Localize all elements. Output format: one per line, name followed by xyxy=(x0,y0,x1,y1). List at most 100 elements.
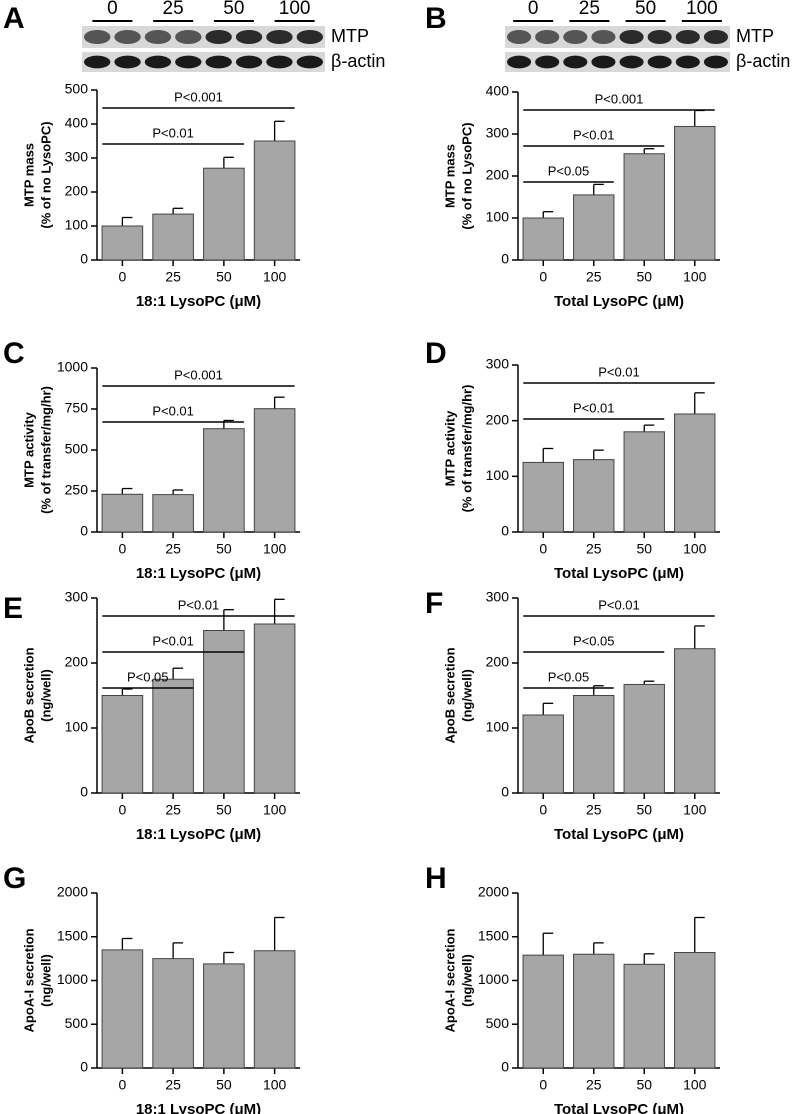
blot-band xyxy=(144,55,172,69)
x-tick-label: 0 xyxy=(118,802,126,818)
x-tick-label: 50 xyxy=(636,1077,652,1093)
y-tick-label: 0 xyxy=(80,523,88,539)
x-tick-label: 0 xyxy=(539,802,547,818)
y-tick-label: 200 xyxy=(486,654,510,670)
y-tick-label: 2000 xyxy=(57,884,88,900)
significance-label: P<0.01 xyxy=(152,125,194,140)
bar xyxy=(203,428,245,533)
blot-strip xyxy=(505,52,730,72)
blot-band xyxy=(205,55,232,69)
bar xyxy=(573,695,615,794)
y-tick-label: 300 xyxy=(486,356,510,372)
x-tick-label: 0 xyxy=(539,541,547,557)
significance-label: P<0.01 xyxy=(152,633,194,648)
significance-label: P<0.001 xyxy=(174,367,223,382)
x-tick-label: 100 xyxy=(683,802,707,818)
y-axis-label: (% of no LysoPC) xyxy=(38,121,53,228)
x-tick-label: 50 xyxy=(636,802,652,818)
significance-label: P<0.001 xyxy=(174,89,223,104)
blot-band xyxy=(703,55,728,69)
y-axis-label: ApoA-I secretion xyxy=(21,928,36,1032)
significance-label: P<0.05 xyxy=(127,669,169,684)
panel-letter: G xyxy=(3,862,26,895)
bar xyxy=(623,963,665,1069)
blot-strip xyxy=(82,26,325,48)
bar xyxy=(101,695,144,794)
y-tick-label: 400 xyxy=(486,83,510,99)
panel-letter: F xyxy=(425,587,443,620)
y-tick-label: 1500 xyxy=(57,927,88,943)
y-tick-label: 0 xyxy=(501,251,509,267)
lane-label: 0 xyxy=(107,0,118,19)
bar xyxy=(674,413,716,533)
blot-band xyxy=(507,29,532,45)
x-tick-label: 100 xyxy=(263,802,287,818)
y-tick-label: 250 xyxy=(65,482,89,498)
panel-letter: A xyxy=(3,2,25,35)
y-tick-label: 400 xyxy=(65,115,89,131)
y-tick-label: 500 xyxy=(486,1015,510,1031)
y-axis-label: (ng/well) xyxy=(459,954,474,1007)
blot-band xyxy=(619,55,644,69)
lane-label: 0 xyxy=(528,0,539,19)
bar xyxy=(253,950,296,1069)
x-tick-label: 100 xyxy=(263,1077,287,1093)
y-tick-label: 300 xyxy=(486,589,510,605)
y-tick-label: 0 xyxy=(501,1059,509,1075)
x-tick-label: 50 xyxy=(216,802,232,818)
y-tick-label: 300 xyxy=(65,149,89,165)
y-tick-label: 0 xyxy=(80,1059,88,1075)
bar xyxy=(522,714,564,794)
bar xyxy=(623,153,665,261)
significance-label: P<0.05 xyxy=(573,633,615,648)
blot-row-label: β-actin xyxy=(736,51,790,71)
bar xyxy=(152,213,194,261)
significance-label: P<0.01 xyxy=(598,597,640,612)
blot-band xyxy=(675,29,700,45)
bar xyxy=(522,217,564,261)
bar xyxy=(101,949,144,1069)
y-tick-label: 100 xyxy=(486,719,510,735)
panel-letter: B xyxy=(425,2,447,35)
bar xyxy=(573,194,615,261)
blot-band xyxy=(84,55,111,69)
lane-label: 25 xyxy=(163,0,184,19)
x-tick-label: 50 xyxy=(216,1077,232,1093)
y-axis-label: (% of transfer/mg/hr) xyxy=(38,386,53,514)
x-axis-label: Total LysoPC (μM) xyxy=(554,826,684,843)
blot-band xyxy=(266,29,293,45)
y-tick-label: 0 xyxy=(80,784,88,800)
lane-label: 50 xyxy=(635,0,656,19)
lane-label: 100 xyxy=(686,0,718,19)
blot-band xyxy=(266,55,293,69)
y-axis-label: ApoA-I secretion xyxy=(442,928,457,1032)
blot-band xyxy=(235,55,263,69)
y-tick-label: 500 xyxy=(65,81,89,97)
bar xyxy=(203,630,245,794)
y-tick-label: 200 xyxy=(486,167,510,183)
x-tick-label: 0 xyxy=(539,1077,547,1093)
bar xyxy=(623,683,665,794)
blot-band xyxy=(703,29,728,45)
x-axis-label: Total LysoPC (μM) xyxy=(554,565,684,582)
blot-row-label: MTP xyxy=(736,26,774,46)
x-tick-label: 100 xyxy=(683,541,707,557)
y-tick-label: 100 xyxy=(486,209,510,225)
blot-band xyxy=(619,29,644,45)
y-axis-label: MTP mass xyxy=(442,144,457,208)
y-tick-label: 1000 xyxy=(478,971,509,987)
significance-label: P<0.01 xyxy=(178,597,220,612)
blot-band xyxy=(535,29,560,45)
y-tick-label: 0 xyxy=(501,523,509,539)
blot-band xyxy=(296,55,323,69)
blot-band xyxy=(647,29,672,45)
bar xyxy=(253,623,296,794)
y-tick-label: 500 xyxy=(65,1015,89,1031)
bar xyxy=(203,963,245,1069)
blot-row-label: MTP xyxy=(331,26,369,46)
y-tick-label: 750 xyxy=(65,400,89,416)
y-axis-label: MTP activity xyxy=(442,410,457,486)
blot-band xyxy=(205,29,232,45)
y-tick-label: 100 xyxy=(65,719,89,735)
x-axis-label: 18:1 LysoPC (μM) xyxy=(136,293,261,310)
